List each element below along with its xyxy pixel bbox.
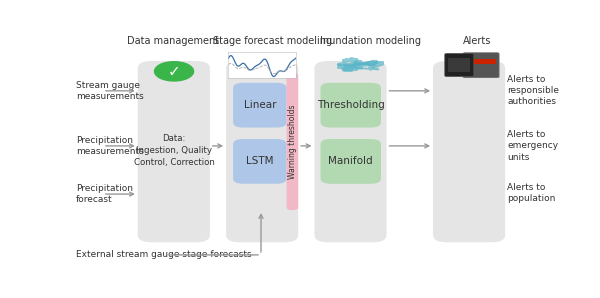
Text: Alerts: Alerts	[463, 36, 491, 46]
Text: Precipitation
measurements: Precipitation measurements	[76, 136, 143, 156]
Text: Data management: Data management	[127, 36, 219, 46]
Text: Precipitation
forecast: Precipitation forecast	[76, 184, 133, 204]
Text: Alerts to
population: Alerts to population	[508, 183, 556, 203]
Text: Inundation modeling: Inundation modeling	[320, 36, 421, 46]
Text: Alerts to
responsible
authorities: Alerts to responsible authorities	[508, 75, 559, 106]
FancyBboxPatch shape	[138, 61, 210, 242]
Text: Stage forecast modeling: Stage forecast modeling	[213, 36, 332, 46]
FancyBboxPatch shape	[320, 139, 381, 184]
FancyBboxPatch shape	[233, 83, 287, 128]
Text: Stream gauge
measurements: Stream gauge measurements	[76, 81, 143, 101]
FancyBboxPatch shape	[287, 72, 298, 210]
Text: ✓: ✓	[167, 64, 181, 79]
FancyBboxPatch shape	[233, 139, 287, 184]
FancyBboxPatch shape	[314, 61, 386, 242]
Text: Linear: Linear	[244, 100, 276, 110]
Text: Thresholding: Thresholding	[317, 100, 385, 110]
Text: Warning thresholds: Warning thresholds	[288, 104, 297, 179]
FancyBboxPatch shape	[320, 83, 381, 128]
Text: LSTM: LSTM	[246, 156, 274, 166]
Text: Alerts to
emergency
units: Alerts to emergency units	[508, 130, 559, 162]
Text: Data:
Ingestion, Quality
Control, Correction: Data: Ingestion, Quality Control, Correc…	[134, 134, 214, 167]
FancyBboxPatch shape	[226, 61, 298, 242]
Circle shape	[155, 62, 194, 81]
FancyBboxPatch shape	[433, 61, 505, 242]
Text: External stream gauge stage forecasts: External stream gauge stage forecasts	[76, 250, 251, 259]
Text: Manifold: Manifold	[328, 156, 373, 166]
